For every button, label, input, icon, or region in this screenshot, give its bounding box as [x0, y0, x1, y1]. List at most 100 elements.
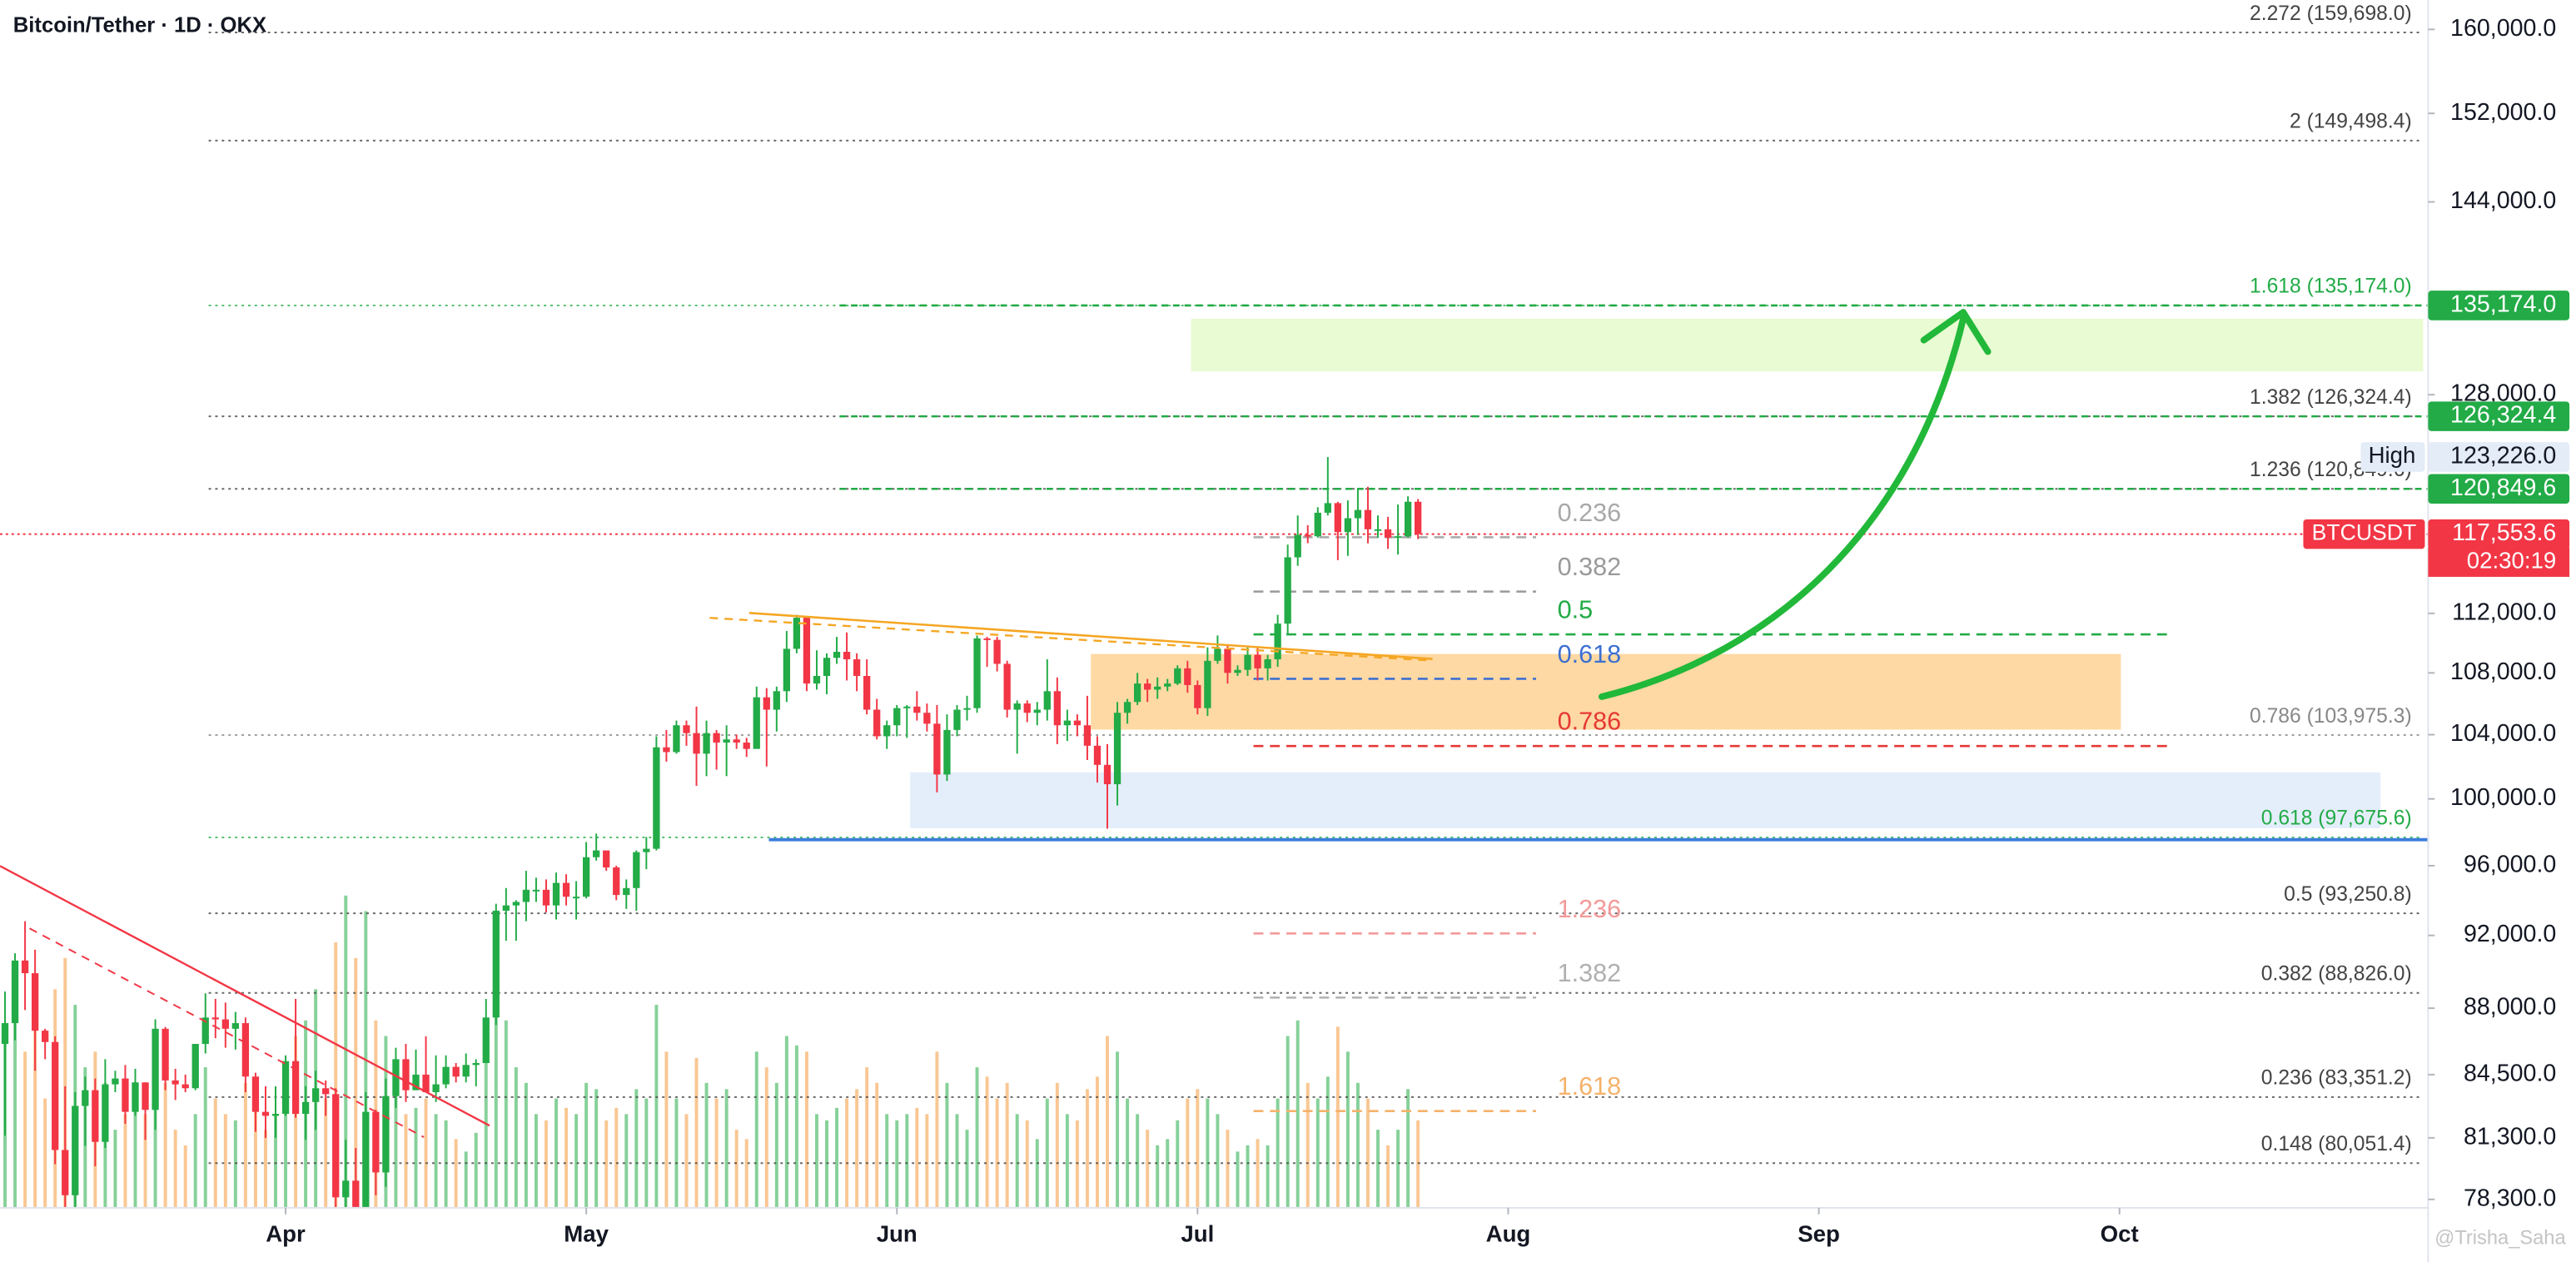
candle-body: [1184, 668, 1191, 685]
candle-body: [1374, 529, 1382, 531]
volume-bar: [514, 1067, 518, 1208]
volume-bar: [1406, 1089, 1410, 1208]
volume-bar: [203, 1067, 207, 1208]
candle-body: [362, 1111, 370, 1208]
drawing-tools: [0, 309, 1992, 1138]
volume-bar: [714, 1098, 719, 1208]
price-badge: [2428, 474, 2570, 504]
candle-body: [1063, 720, 1072, 726]
candle-body: [542, 889, 550, 906]
retracement-label: 0.618: [1558, 640, 1622, 668]
volume-bar: [223, 1114, 227, 1208]
volume-bar: [1096, 1076, 1099, 1208]
volume-bar: [43, 1098, 47, 1208]
candle-body: [913, 706, 921, 713]
volume-bar: [1085, 1089, 1089, 1208]
volume-bar: [985, 1076, 989, 1208]
candle-body: [1234, 669, 1241, 673]
candle-body: [512, 902, 520, 906]
candle-body: [593, 850, 600, 857]
candle-body: [663, 747, 670, 753]
volume-bar: [284, 1082, 288, 1208]
candle-body: [102, 1084, 109, 1142]
candle-body: [1053, 691, 1061, 726]
trendline: [709, 617, 1433, 662]
volume-bar: [764, 1067, 768, 1208]
candle-body: [92, 1090, 99, 1142]
volume-bar: [173, 1130, 177, 1208]
volume-bar: [1236, 1151, 1240, 1208]
candle-body: [241, 1023, 250, 1077]
candle-body: [1164, 683, 1171, 687]
candle-body: [703, 733, 710, 754]
candle-body: [733, 739, 740, 743]
volume-bar: [684, 1114, 689, 1208]
zones: [768, 318, 2429, 842]
volume-bar: [995, 1098, 999, 1208]
volume-bar: [1246, 1145, 1250, 1208]
x-tick-label: Aug: [1486, 1221, 1531, 1247]
fib-label: 0.236 (83,351.2): [2261, 1067, 2412, 1090]
volume-bar: [674, 1098, 679, 1208]
candle-body: [1274, 624, 1281, 660]
volume-bar: [1396, 1130, 1400, 1208]
volume-bar: [414, 1107, 418, 1208]
volume-bar: [1055, 1082, 1059, 1208]
candle-body: [281, 1061, 290, 1115]
price-badge: [2428, 519, 2570, 549]
candle-body: [1264, 659, 1271, 668]
volume-bar: [915, 1107, 919, 1208]
demand-zone: [1091, 653, 2121, 730]
candle-body: [693, 733, 700, 754]
x-tick-label: Jun: [877, 1221, 918, 1247]
volume-bar: [1015, 1114, 1019, 1208]
volume-bar: [965, 1130, 969, 1208]
candle-body: [763, 697, 770, 710]
candle-body: [1103, 764, 1111, 785]
candle-body: [201, 1017, 209, 1045]
volume-bar: [1416, 1120, 1420, 1208]
candle-body: [1194, 684, 1201, 708]
candles: [1, 456, 1422, 1208]
x-tick-label: Oct: [2101, 1221, 2139, 1247]
candle-body: [291, 1061, 300, 1115]
volume-bar: [644, 1098, 649, 1208]
candle-body: [492, 910, 500, 1018]
volume-bar: [1176, 1120, 1180, 1208]
volume-bar: [334, 942, 338, 1208]
candle-body: [182, 1084, 189, 1089]
volume-bar: [1126, 1098, 1130, 1208]
candle-body: [572, 897, 580, 899]
trendline: [748, 612, 1433, 660]
candle-body: [412, 1074, 420, 1091]
volume-bar: [504, 1020, 508, 1208]
volume-bar: [1355, 1082, 1360, 1208]
candle-body: [1304, 534, 1311, 537]
volume-bar: [855, 1089, 859, 1208]
volume-bar: [1136, 1114, 1140, 1208]
candle-body: [552, 882, 560, 906]
volume-bar: [1365, 1098, 1370, 1208]
volume-bar: [875, 1082, 879, 1208]
fib-label: 0.786 (103,975.3): [2250, 705, 2412, 728]
volume-bar: [1025, 1120, 1029, 1208]
volume-bar: [664, 1051, 669, 1208]
volume-bar: [814, 1114, 818, 1208]
candle-body: [613, 867, 620, 896]
volume-bar: [754, 1051, 758, 1208]
candle-body: [673, 725, 680, 753]
candle-body: [1314, 512, 1321, 537]
candle-body: [62, 1150, 69, 1195]
candle-body: [1204, 660, 1211, 708]
candle-body: [643, 848, 650, 852]
price-badge-label: 117,553.6: [2452, 519, 2556, 546]
candle-body: [1113, 713, 1121, 785]
volume-bar: [594, 1089, 599, 1208]
volume-bar: [123, 1114, 127, 1208]
volume-bar: [1146, 1130, 1150, 1208]
candle-body: [723, 739, 730, 743]
price-badge-label: 126,324.4: [2450, 402, 2556, 429]
candle-body: [1394, 536, 1402, 539]
retracement-label: 1.382: [1558, 959, 1622, 987]
